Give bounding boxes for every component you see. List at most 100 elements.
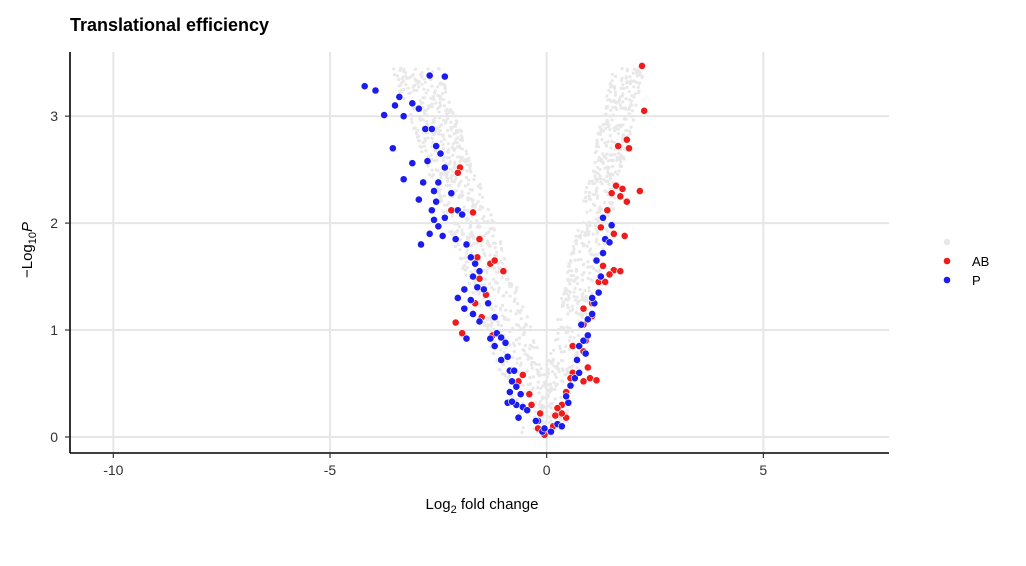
background-point: [597, 206, 601, 210]
background-point: [528, 325, 533, 329]
background-point: [584, 199, 588, 203]
background-point: [593, 181, 597, 186]
data-point-ab: [601, 278, 610, 286]
background-point: [613, 93, 617, 97]
data-point-p: [505, 388, 514, 396]
background-point: [622, 86, 626, 91]
background-point: [530, 366, 534, 370]
background-point: [552, 380, 556, 385]
background-point: [630, 103, 634, 107]
background-point: [453, 232, 457, 236]
background-point: [517, 342, 521, 346]
background-point: [586, 232, 591, 237]
background-point: [470, 244, 474, 248]
background-point: [566, 298, 570, 302]
background-point: [606, 120, 610, 124]
background-point: [575, 350, 579, 355]
background-point: [432, 159, 437, 163]
x-axis-label: Log2 fold change: [426, 496, 539, 516]
background-point: [531, 386, 535, 390]
background-point: [570, 329, 575, 333]
data-point-p: [479, 285, 488, 294]
background-point: [559, 395, 563, 400]
background-point: [612, 85, 616, 89]
background-point: [585, 226, 589, 231]
background-point: [503, 374, 507, 378]
background-point: [488, 282, 492, 286]
background-point: [482, 320, 487, 324]
data-point-ab: [583, 363, 592, 372]
background-point: [581, 292, 585, 296]
background-point: [566, 330, 570, 334]
background-point: [484, 277, 488, 281]
x-tick-label: 0: [543, 462, 551, 478]
background-point: [591, 169, 596, 173]
data-point-p: [484, 299, 493, 308]
background-point: [515, 361, 519, 365]
background-point: [453, 180, 457, 184]
background-point: [462, 208, 467, 212]
data-point-p: [490, 342, 499, 350]
background-point: [619, 79, 624, 83]
background-point: [491, 277, 496, 281]
background-point: [568, 282, 572, 286]
data-point-p: [596, 272, 605, 281]
background-point: [403, 71, 408, 75]
data-point-p: [503, 352, 512, 361]
data-point-ab: [616, 267, 625, 276]
background-point: [575, 281, 580, 286]
background-point: [634, 68, 638, 72]
background-point: [620, 76, 624, 80]
background-point: [458, 256, 462, 260]
background-point: [452, 148, 456, 152]
background-point: [562, 326, 566, 330]
background-point: [570, 269, 574, 273]
data-point-p: [557, 422, 566, 431]
background-point: [426, 106, 431, 110]
background-point: [546, 388, 550, 392]
background-point: [442, 210, 446, 214]
background-point: [434, 101, 438, 105]
data-point-ab: [609, 229, 618, 238]
background-point: [441, 134, 445, 138]
data-point-p: [531, 417, 540, 425]
background-point: [593, 203, 597, 208]
data-point-p: [564, 398, 573, 407]
background-point: [549, 418, 553, 422]
background-point: [492, 228, 496, 232]
background-point: [499, 348, 503, 352]
background-point: [469, 170, 473, 174]
background-point: [603, 166, 607, 170]
background-point: [640, 74, 644, 78]
background-point: [619, 106, 623, 110]
background-point: [515, 397, 519, 401]
background-point: [407, 91, 411, 96]
background-point: [482, 233, 487, 238]
background-point: [421, 118, 425, 122]
background-point: [582, 199, 586, 203]
background-point: [488, 227, 492, 231]
background-point: [458, 155, 462, 159]
legend-key: [943, 257, 951, 265]
background-point: [519, 326, 523, 331]
background-point: [539, 367, 543, 371]
background-point: [537, 402, 541, 407]
background-point: [418, 118, 423, 122]
background-point: [562, 349, 566, 354]
background-point: [468, 233, 472, 237]
data-point-p: [577, 320, 586, 329]
data-point-ab: [553, 404, 562, 412]
background-point: [456, 228, 460, 233]
data-point-p: [371, 86, 380, 95]
background-point: [502, 293, 506, 298]
background-point: [572, 336, 576, 340]
background-point: [475, 219, 479, 223]
background-point: [438, 187, 442, 191]
background-point: [599, 130, 603, 134]
background-point: [431, 94, 436, 99]
data-point-ab: [551, 411, 560, 420]
background-point: [574, 234, 578, 238]
data-point-p: [570, 374, 579, 383]
background-point: [474, 202, 478, 206]
data-point-p: [460, 304, 469, 313]
